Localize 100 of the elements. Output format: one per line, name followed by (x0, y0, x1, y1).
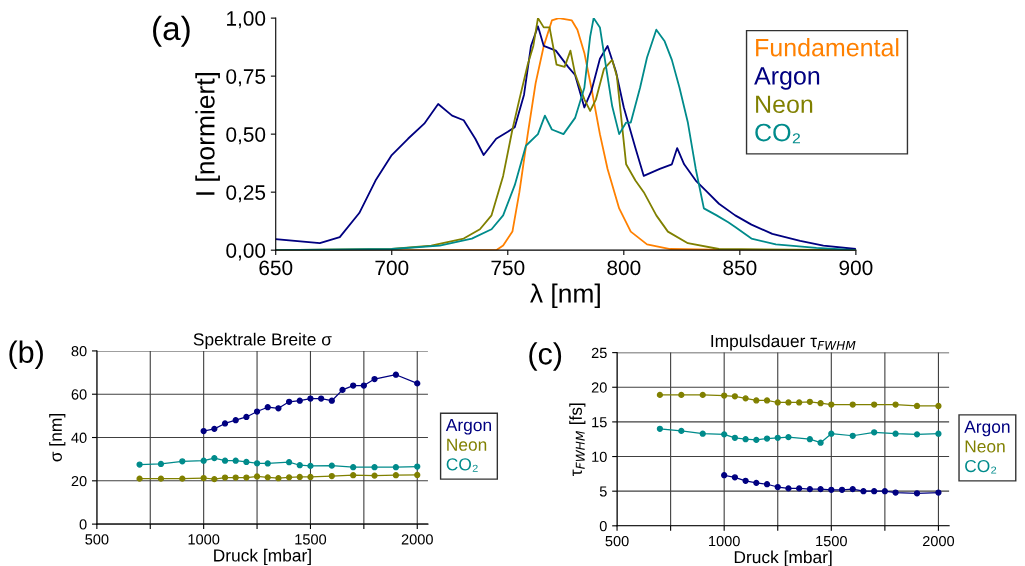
point (392, 464, 400, 471)
point (806, 485, 814, 493)
y-tick-label: 5 (599, 486, 607, 497)
point (678, 391, 685, 399)
text: Neon (756, 95, 813, 114)
point (785, 485, 792, 492)
point (264, 474, 271, 481)
point (264, 460, 271, 467)
point (285, 474, 293, 481)
point (774, 483, 781, 491)
point (339, 386, 346, 394)
point (774, 434, 781, 441)
point (849, 485, 856, 493)
point (763, 481, 771, 488)
point (328, 397, 335, 404)
x-tick-label: 2000 (401, 534, 433, 545)
point (350, 472, 357, 479)
point (200, 474, 207, 482)
point (785, 399, 792, 406)
point (785, 434, 792, 441)
chart-title: Spektrale Breite σ (193, 332, 332, 349)
point (817, 439, 824, 446)
point (318, 395, 325, 402)
point (200, 457, 207, 464)
point (136, 475, 143, 482)
text: (a) (153, 15, 190, 47)
point (806, 436, 814, 443)
point (763, 435, 771, 442)
y-tick-label: 80 (71, 346, 87, 357)
point (753, 436, 760, 444)
point (871, 429, 878, 436)
point (817, 485, 824, 493)
x-axis-title: Druck [mbar] (214, 548, 311, 566)
x-tick-label: 850 (723, 260, 757, 276)
point (699, 430, 706, 437)
y-tick-label: 20 (591, 382, 607, 393)
point (307, 462, 314, 470)
y-tick-label: 10 (592, 451, 607, 462)
point (221, 457, 229, 464)
point (136, 461, 143, 468)
y-tick-label: 0,75 (226, 69, 266, 87)
x-tick-label: 750 (491, 260, 525, 276)
series-label: CO₂ (446, 458, 478, 472)
point (414, 471, 421, 479)
x-tick-label: 1500 (816, 535, 847, 547)
point (200, 427, 207, 435)
x-tick-label: 2000 (922, 535, 955, 547)
point (157, 475, 165, 482)
text: CO₂ (755, 123, 800, 144)
text: Argon (964, 420, 1010, 437)
point (371, 375, 378, 383)
point (307, 395, 314, 402)
point (253, 473, 261, 480)
x-tick-label: 700 (375, 260, 409, 276)
point (721, 472, 728, 479)
point (935, 402, 942, 410)
text: Fundamental (756, 38, 899, 57)
text: Argon (445, 419, 491, 435)
point (881, 488, 888, 495)
y-axis-title: σ [nm] (49, 414, 66, 462)
y-tick-label: 1,00 (227, 11, 266, 29)
point (892, 430, 899, 437)
point (828, 430, 835, 437)
point (221, 420, 229, 427)
point (656, 391, 664, 399)
point (763, 397, 771, 404)
point (264, 404, 271, 411)
point (211, 475, 218, 483)
x-tick-label: 650 (259, 260, 293, 276)
point (731, 434, 739, 441)
point (828, 486, 835, 493)
point (731, 393, 739, 400)
point (179, 458, 186, 465)
point (307, 473, 314, 481)
point (753, 397, 760, 404)
text: Neon (447, 438, 487, 451)
point (157, 460, 165, 468)
point (796, 399, 803, 406)
point (296, 397, 303, 404)
point (742, 395, 749, 402)
point (243, 413, 250, 421)
point (935, 430, 942, 437)
point (753, 479, 760, 486)
y-tick-label: 15 (592, 417, 607, 428)
point (935, 489, 942, 496)
point (871, 488, 878, 495)
point (806, 398, 814, 405)
point (275, 475, 282, 482)
text: CO₂ (965, 459, 997, 474)
point (742, 477, 749, 484)
point (796, 485, 803, 492)
point (828, 401, 835, 408)
y-tick-label: 20 (71, 475, 87, 487)
text: Neon (965, 440, 1005, 453)
point (285, 398, 293, 405)
point (414, 380, 421, 387)
point (774, 399, 781, 406)
point (913, 490, 921, 497)
text: Argon (754, 67, 820, 90)
point (721, 431, 728, 438)
